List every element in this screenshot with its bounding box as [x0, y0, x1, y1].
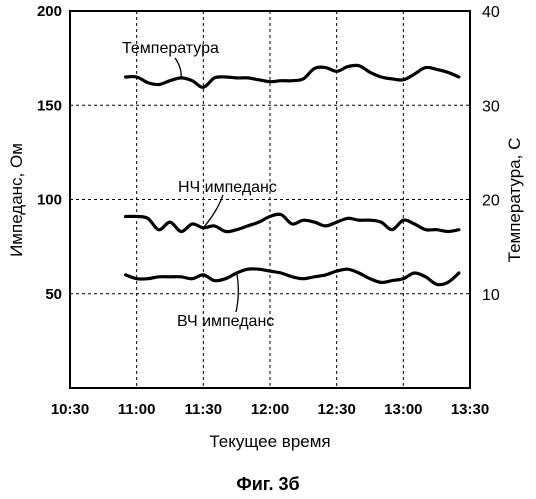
y-right-axis-title: Температура, С	[505, 138, 524, 263]
x-tick-label: 12:30	[317, 401, 355, 418]
series-label-hf-impedance: ВЧ импеданс	[177, 313, 274, 330]
series-label-lf-impedance: НЧ импеданс	[178, 179, 277, 196]
y-left-tick-label: 50	[45, 286, 62, 303]
x-tick-label: 10:30	[51, 401, 89, 418]
series-line-temperature	[126, 65, 459, 87]
series-line-hf-impedance	[126, 269, 459, 285]
y-right-tick-label: 10	[482, 287, 500, 304]
x-tick-label: 12:00	[251, 401, 289, 418]
y-right-axis-ticks: 10 20 30 40	[482, 4, 500, 304]
y-right-tick-label: 30	[482, 98, 500, 115]
y-left-tick-label: 200	[37, 3, 62, 20]
y-left-axis-ticks: 50 100 150 200	[37, 3, 62, 303]
series-line-lf-impedance	[126, 214, 459, 232]
series-lines	[126, 65, 459, 284]
leader-temperature	[175, 58, 181, 78]
figure-caption: Фиг. 3б	[236, 474, 299, 494]
y-right-tick-label: 20	[482, 193, 500, 210]
x-tick-label: 11:30	[185, 401, 223, 418]
y-left-tick-label: 150	[37, 97, 62, 114]
x-axis-title: Текущее время	[209, 432, 330, 451]
grid	[70, 11, 470, 388]
series-label-temperature: Температура	[122, 40, 219, 57]
leader-hf-impedance	[236, 273, 238, 312]
x-tick-label: 11:00	[118, 401, 156, 418]
x-tick-label: 13:00	[384, 401, 422, 418]
x-tick-label: 13:30	[451, 401, 489, 418]
y-right-tick-label: 40	[482, 4, 500, 21]
x-axis-ticks: 10:30 11:00 11:30 12:00 12:30 13:00 13:30	[51, 401, 489, 418]
y-left-tick-label: 100	[37, 192, 62, 209]
y-left-axis-title: Импеданс, Ом	[7, 143, 26, 257]
